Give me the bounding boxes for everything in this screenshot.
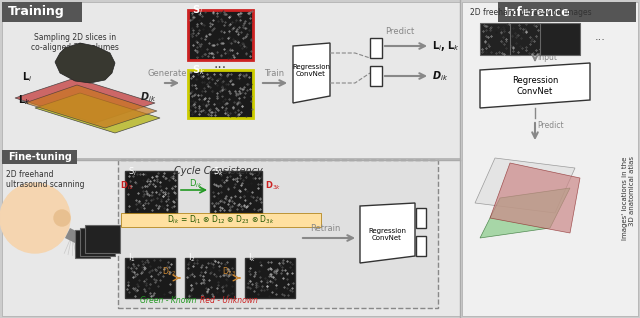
Text: S$_k$: S$_k$	[192, 63, 205, 77]
Text: Cycle Consistency: Cycle Consistency	[173, 166, 262, 176]
Bar	[540, 23, 580, 55]
Text: Training: Training	[8, 5, 65, 18]
Text: Input: Input	[537, 53, 557, 62]
FancyBboxPatch shape	[2, 2, 82, 22]
Text: D$_{ik}$: D$_{ik}$	[140, 90, 156, 104]
FancyBboxPatch shape	[121, 213, 321, 227]
Text: D$_{ik}$: D$_{ik}$	[189, 177, 203, 190]
FancyBboxPatch shape	[498, 2, 636, 22]
Text: D$_{12}$: D$_{12}$	[162, 265, 176, 278]
Text: Predict: Predict	[385, 27, 414, 36]
Bar	[416, 208, 426, 228]
Bar	[125, 258, 175, 298]
Bar	[480, 23, 520, 55]
Text: I$_1$: I$_1$	[128, 252, 136, 265]
Text: D$_{ik}$ = D$_{i1}$ ⊗ D$_{12}$ ⊗ D$_{23}$ ⊗ D$_{3k}$: D$_{ik}$ = D$_{i1}$ ⊗ D$_{12}$ ⊗ D$_{23}…	[167, 214, 275, 226]
Bar	[80, 227, 115, 255]
Polygon shape	[490, 163, 580, 233]
Circle shape	[54, 210, 70, 226]
Bar	[85, 225, 120, 253]
Text: S$_i$: S$_i$	[192, 3, 203, 17]
Circle shape	[0, 183, 70, 253]
Bar	[75, 230, 110, 258]
FancyBboxPatch shape	[2, 150, 77, 164]
Text: Predict: Predict	[537, 121, 564, 130]
Bar	[416, 236, 426, 256]
Polygon shape	[475, 158, 575, 213]
Text: 2D freehand
ultrasound scanning: 2D freehand ultrasound scanning	[6, 170, 84, 190]
FancyBboxPatch shape	[462, 2, 638, 316]
Polygon shape	[480, 188, 570, 238]
Text: Regression
ConvNet: Regression ConvNet	[512, 76, 558, 96]
Text: Sampling 2D slices in
co-aligned 3D volumes: Sampling 2D slices in co-aligned 3D volu…	[31, 33, 119, 52]
Polygon shape	[360, 203, 415, 263]
Text: D$_{3k}$: D$_{3k}$	[265, 179, 282, 191]
Text: Regression
ConvNet: Regression ConvNet	[292, 65, 330, 78]
Text: D$_{23}$: D$_{23}$	[222, 265, 236, 278]
Bar	[370, 38, 382, 58]
Text: S$_i$: S$_i$	[128, 165, 137, 177]
Polygon shape	[25, 85, 157, 128]
Text: Regression
ConvNet: Regression ConvNet	[368, 227, 406, 240]
FancyBboxPatch shape	[118, 160, 438, 308]
Bar	[370, 66, 382, 86]
Text: I$_2$: I$_2$	[188, 252, 196, 265]
Text: Red - Unknown: Red - Unknown	[200, 296, 258, 305]
Bar	[188, 10, 253, 60]
Text: L$_k$: L$_k$	[18, 93, 31, 107]
Polygon shape	[480, 63, 590, 108]
Text: Fine-tuning: Fine-tuning	[8, 152, 72, 162]
Bar	[245, 258, 295, 298]
Bar	[125, 171, 177, 213]
Text: Inference: Inference	[504, 5, 571, 18]
Text: L$_i$, L$_k$: L$_i$, L$_k$	[432, 39, 460, 53]
Polygon shape	[35, 93, 160, 133]
Bar	[210, 171, 262, 213]
Text: Generate: Generate	[147, 69, 187, 78]
Text: D$_{i1}$: D$_{i1}$	[120, 179, 134, 191]
Text: Images' locations in the
3D anatomical atlas: Images' locations in the 3D anatomical a…	[622, 156, 635, 240]
Text: ...: ...	[595, 32, 606, 42]
Bar	[510, 23, 550, 55]
Text: 2D freehand ultrasound images: 2D freehand ultrasound images	[470, 8, 591, 17]
Bar	[188, 70, 253, 118]
Text: I$_k$: I$_k$	[248, 252, 256, 265]
FancyBboxPatch shape	[2, 2, 460, 158]
Text: D$_{ik}$: D$_{ik}$	[432, 69, 448, 83]
Text: Train: Train	[264, 69, 284, 78]
Polygon shape	[55, 43, 115, 83]
Bar	[185, 258, 235, 298]
Polygon shape	[293, 43, 330, 103]
Text: ...: ...	[213, 57, 227, 71]
Text: S$_k$: S$_k$	[213, 165, 224, 177]
Polygon shape	[15, 78, 155, 123]
FancyBboxPatch shape	[2, 159, 460, 316]
Polygon shape	[65, 228, 80, 243]
Text: L$_i$: L$_i$	[22, 70, 32, 84]
Text: Green - Known: Green - Known	[140, 296, 196, 305]
Text: Retrain: Retrain	[310, 224, 340, 233]
